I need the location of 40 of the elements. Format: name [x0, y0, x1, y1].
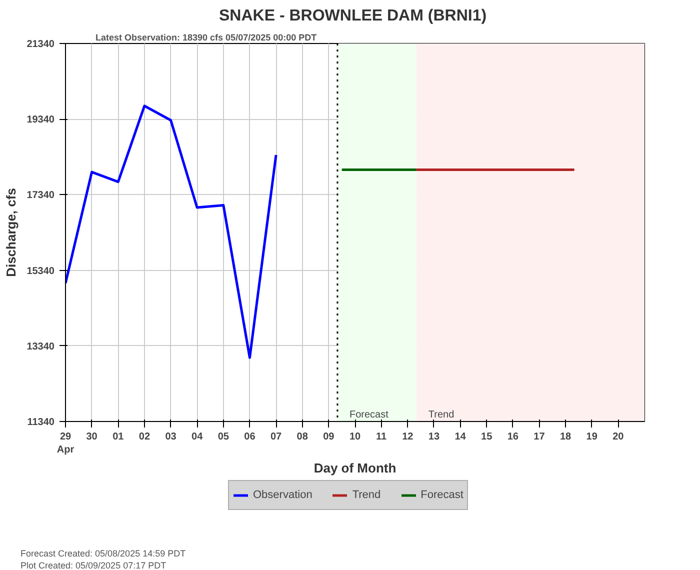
legend-label: Forecast: [420, 489, 464, 501]
x-tick-label: 07: [270, 432, 282, 442]
text: Forecast Created: 05/08/2025 14:59 PDT: [20, 548, 186, 558]
text: Latest Observation: 18390 cfs 05/07/2025 00:00 PDT: [96, 32, 318, 42]
band-label: Trend: [428, 410, 454, 420]
y-tick-label: 19340: [26, 114, 55, 126]
y-tick-label: 11340: [27, 417, 55, 428]
text: Plot Created: 05/09/2025 07:17 PDT: [20, 560, 167, 570]
x-tick-label: 30: [86, 432, 98, 442]
x-tick-label: 14: [454, 432, 466, 442]
line-series: [66, 104, 278, 359]
x-tick-label: 12: [402, 432, 414, 442]
y-tick-label: 21340: [26, 39, 55, 50]
x-tick-label: 08: [296, 432, 308, 442]
x-tick-label: 04: [192, 432, 204, 442]
x-tick-label: 19: [586, 432, 598, 442]
x-tick-label: 06: [244, 432, 256, 442]
x-tick-label: 05: [218, 432, 230, 442]
x-tick-label: 29 Apr: [56, 432, 74, 456]
x-tick-label: 17: [534, 432, 546, 442]
x-tick-label: 02: [138, 432, 150, 442]
legend-label: Observation: [253, 489, 312, 501]
x-tick-label: 03: [165, 432, 177, 442]
chart-title: SNAKE - BROWNLEE DAM (BRNI1): [219, 8, 487, 24]
band-label: Forecast: [349, 410, 389, 420]
x-tick-label: 18: [560, 432, 572, 442]
x-tick-label: 15: [481, 432, 493, 442]
x-tick-label: 20: [612, 432, 624, 442]
x-tick-label: 13: [428, 432, 440, 442]
y-tick-label: 13340: [26, 341, 55, 352]
y-tick-label: 17340: [26, 190, 55, 202]
x-tick-label: 11: [376, 432, 388, 442]
y-tick-label: 15340: [26, 266, 55, 277]
x-tick-label: 09: [323, 432, 335, 442]
x-tick-label: 16: [507, 432, 519, 442]
x-axis-title: Day of Month: [314, 460, 396, 476]
legend-label: Trend: [352, 489, 381, 501]
y-axis-title: Discharge, cfs: [4, 188, 19, 277]
x-tick-label: 10: [349, 432, 361, 442]
x-tick-label: 01: [112, 432, 124, 442]
